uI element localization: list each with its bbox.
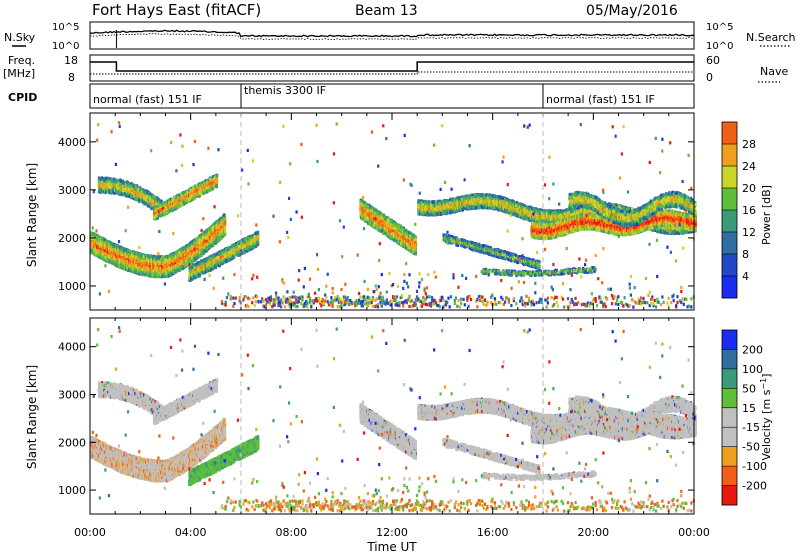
nsearch-label: N.Search (746, 31, 796, 44)
noise-tick-bottom-right: 10^0 (706, 41, 733, 52)
freq-tick-bottom: 8 (68, 71, 75, 84)
freq-trace (90, 62, 694, 71)
freq-tick-top: 18 (64, 54, 78, 67)
rti-plot: Fort Hays East (fitACF) Beam 13 05/May/2… (0, 0, 800, 554)
nsky-trace (90, 30, 694, 36)
freq-traces (90, 62, 694, 74)
cpid-label: CPID (8, 91, 37, 104)
station-title: Fort Hays East (fitACF) (92, 1, 261, 19)
beam-title: Beam 13 (355, 3, 418, 19)
cpid-segment-label: normal (fast) 151 IF (546, 93, 655, 106)
cpid-group: normal (fast) 151 IF themis 3300 IF normal… (93, 84, 655, 108)
date-title: 05/May/2016 (586, 3, 678, 19)
freq-label: Freq. (8, 54, 35, 67)
nave-label: Nave (760, 65, 788, 78)
cpid-segment-label: normal (fast) 151 IF (93, 93, 202, 106)
nsky-label: N.Sky (4, 31, 36, 44)
noise-tick-top-right: 10^5 (706, 22, 733, 33)
power-panel: Slant Range [km] (25, 113, 697, 310)
noise-traces (90, 30, 694, 48)
nave-tick-bottom: 0 (706, 71, 713, 84)
noise-tick-top: 10^5 (52, 22, 79, 33)
nave-tick-top: 60 (706, 54, 720, 67)
freq-panel (90, 55, 694, 81)
nave-trace (90, 72, 694, 74)
noise-tick-bottom: 10^0 (52, 41, 79, 52)
cpid-segment-label: themis 3300 IF (244, 84, 326, 97)
freq-unit: [MHz] (3, 67, 35, 80)
